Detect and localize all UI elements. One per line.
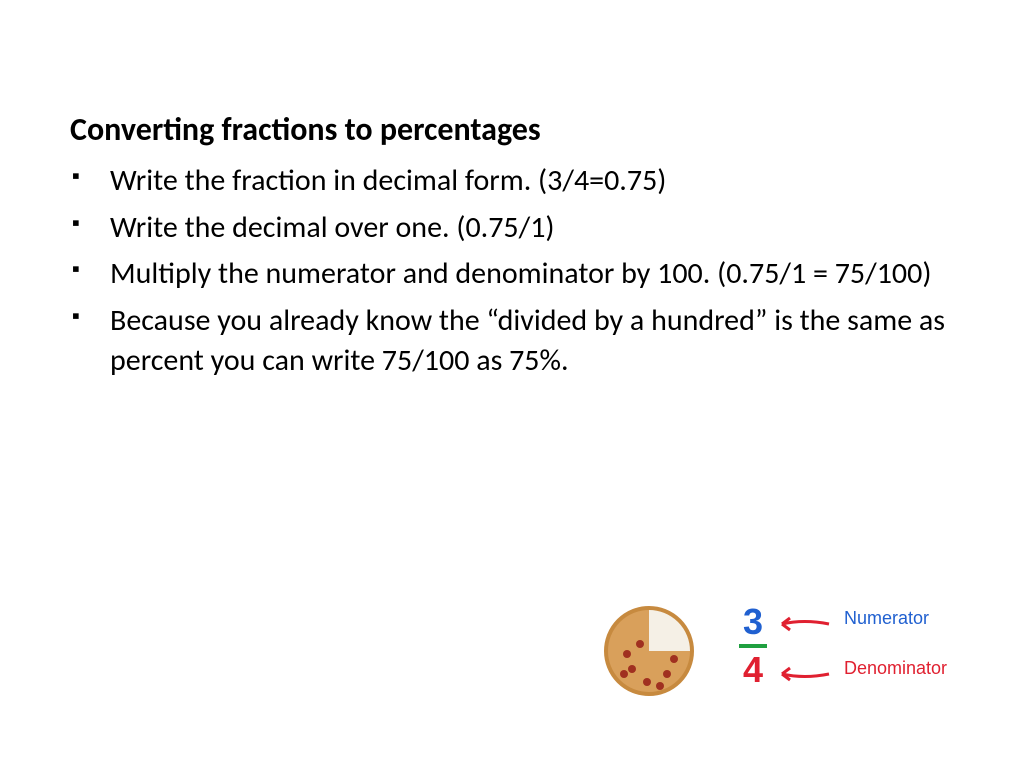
bullet-item: Because you already know the “divided by… — [70, 301, 954, 382]
denominator-value: 4 — [739, 652, 767, 688]
arrow-denominator-icon — [774, 661, 834, 687]
fraction-diagram: 3 4 Numerator Denominator — [564, 596, 964, 706]
slide-content: Converting fractions to percentages Writ… — [0, 0, 1024, 382]
numerator-value: 3 — [739, 604, 767, 640]
pizza-icon — [604, 606, 694, 696]
numerator-label: Numerator — [844, 608, 929, 629]
bullet-item: Multiply the numerator and denominator b… — [70, 254, 954, 295]
denominator-label: Denominator — [844, 658, 947, 679]
bullet-item: Write the decimal over one. (0.75/1) — [70, 208, 954, 249]
fraction-bar — [739, 644, 767, 648]
fraction-display: 3 4 — [739, 604, 767, 688]
bullet-item: Write the fraction in decimal form. (3/4… — [70, 161, 954, 202]
slide-title: Converting fractions to percentages — [70, 110, 954, 149]
arrow-numerator-icon — [774, 611, 834, 637]
bullet-list: Write the fraction in decimal form. (3/4… — [70, 161, 954, 382]
